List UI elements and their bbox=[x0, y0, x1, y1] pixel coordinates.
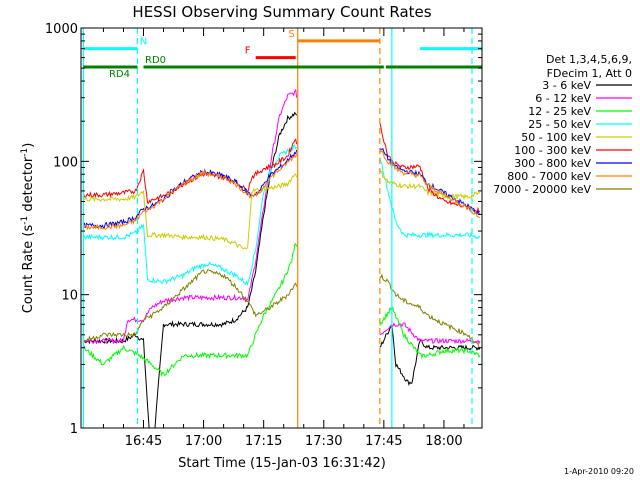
state-bar-label-1: N bbox=[140, 37, 147, 48]
state-bar-label-6: F bbox=[245, 46, 251, 57]
state-bar-label-4: RD0 bbox=[145, 55, 166, 66]
x-tick-label-3: 17:15 bbox=[245, 434, 282, 449]
x-tick-label-4: 17:30 bbox=[305, 434, 342, 449]
series-line-4 bbox=[83, 144, 481, 287]
legend-label-6: 100 - 300 keV bbox=[514, 144, 591, 157]
y-tick-label-4: 1000 bbox=[45, 22, 78, 37]
state-bar-label-7: S bbox=[289, 29, 295, 40]
series-line-8 bbox=[83, 149, 481, 231]
legend-label-3: 12 - 25 keV bbox=[528, 105, 591, 118]
legend-label-8: 800 - 7000 keV bbox=[507, 170, 591, 183]
y-axis-label-part3: ) bbox=[21, 143, 36, 148]
legend-label-7: 300 - 800 keV bbox=[514, 157, 591, 170]
legend-label-1: 3 - 6 keV bbox=[542, 79, 591, 92]
legend: Det 1,3,4,5,6,9, FDecim 1, Att 0 3 - 6 k… bbox=[493, 53, 632, 196]
y-axis-label-part1: Count Rate (s bbox=[21, 225, 36, 314]
x-tick-label-1: 16:45 bbox=[125, 434, 162, 449]
x-tick-label-5: 17:45 bbox=[365, 434, 402, 449]
footer-timestamp: 1-Apr-2010 09:20 bbox=[564, 467, 634, 476]
legend-label-4: 25 - 50 keV bbox=[528, 118, 591, 131]
legend-header-2: FDecim 1, Att 0 bbox=[547, 67, 632, 80]
y-axis-label-part2: detector bbox=[21, 156, 36, 216]
series-line-9 bbox=[83, 269, 481, 349]
legend-label-9: 7000 - 20000 keV bbox=[493, 183, 591, 196]
series-line-7 bbox=[83, 147, 481, 229]
state-bar-label-3: RD4 bbox=[109, 69, 130, 80]
y-axis-label-sup2: -1 bbox=[20, 148, 30, 157]
y-axis-label: Count Rate (s-1 detector-1) bbox=[20, 143, 36, 314]
y-tick-label-3: 100 bbox=[53, 155, 78, 170]
chart-title: HESSI Observing Summary Count Rates bbox=[132, 3, 431, 21]
x-tick-label-2: 17:00 bbox=[185, 434, 222, 449]
legend-label-2: 6 - 12 keV bbox=[535, 92, 591, 105]
y-axis-label-sup1: -1 bbox=[20, 216, 30, 225]
x-tick-label-6: 18:00 bbox=[425, 434, 462, 449]
plot-frame bbox=[80, 27, 483, 429]
y-tick-label-1: 1 bbox=[70, 422, 78, 437]
y-tick-label-2: 10 bbox=[61, 289, 78, 304]
series-line-1 bbox=[83, 111, 481, 428]
series-line-3 bbox=[82, 242, 481, 378]
legend-header-1: Det 1,3,4,5,6,9, bbox=[546, 53, 632, 66]
x-axis-label: Start Time (15-Jan-03 16:31:42) bbox=[178, 456, 386, 471]
legend-label-5: 50 - 100 keV bbox=[521, 131, 591, 144]
series-line-2 bbox=[83, 88, 481, 345]
